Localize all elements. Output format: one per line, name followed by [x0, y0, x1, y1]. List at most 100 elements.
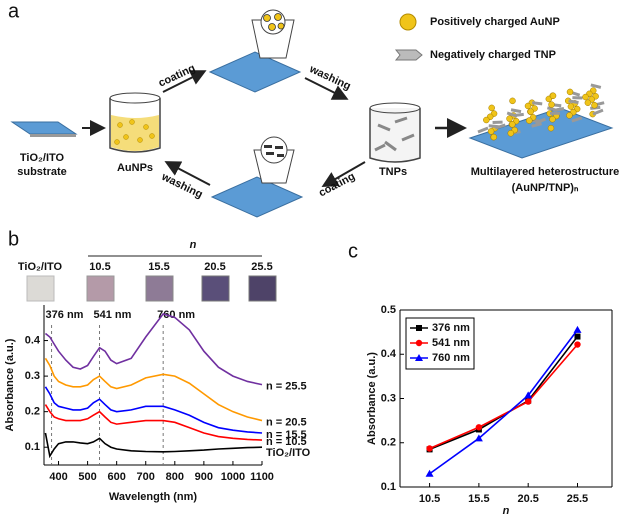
aunp	[483, 117, 489, 123]
y-tick-label: 0.4	[25, 334, 41, 346]
y-tick-label: 0.4	[381, 348, 397, 360]
aunp	[549, 116, 555, 122]
tnp	[478, 128, 488, 132]
panel-a: a TiO₂/ITO substrate AuNPs coating washi…	[8, 0, 619, 217]
substrate-label: TiO₂/ITO	[20, 152, 65, 164]
aunp	[566, 112, 572, 118]
tnp	[554, 109, 564, 111]
aunp	[568, 104, 574, 110]
sample-photo	[202, 276, 229, 301]
magnifier-lens	[261, 137, 287, 163]
aunp	[508, 130, 514, 136]
aunp	[528, 109, 534, 115]
photo-label: 20.5	[204, 261, 225, 273]
liquid	[111, 115, 159, 151]
x-tick-label: 400	[49, 471, 67, 483]
aunp	[582, 94, 588, 100]
photo-label: 10.5	[89, 261, 110, 273]
substrate	[12, 122, 76, 134]
aunp	[491, 134, 497, 140]
legend-label: Positively charged AuNP	[430, 16, 560, 28]
photo-heading: n	[190, 239, 197, 251]
aunp	[509, 121, 515, 127]
aunp	[507, 116, 513, 122]
legend-label: 760 nm	[432, 352, 470, 364]
aunp	[510, 98, 516, 104]
photo-label: 25.5	[251, 261, 272, 273]
y-tick-label: 0.3	[25, 370, 40, 382]
series-label: TiO₂/ITO	[266, 447, 311, 459]
beaker-label: AuNPs	[117, 162, 153, 174]
tnp	[591, 85, 601, 88]
legend-marker	[416, 325, 422, 331]
y-axis-title: Absorbance (a.u.)	[366, 352, 378, 445]
step-label: coating	[317, 170, 357, 199]
point	[525, 398, 531, 404]
aunp	[585, 100, 591, 106]
x-tick-label: 1000	[221, 471, 245, 483]
aunp	[567, 89, 573, 95]
reference-label: 376 nm	[46, 309, 84, 321]
point	[574, 334, 580, 340]
series-label: n = 20.5	[266, 416, 307, 428]
legend-icon	[396, 50, 422, 60]
tnp	[514, 114, 524, 115]
series-label: n = 25.5	[266, 381, 307, 393]
aunp	[489, 105, 495, 111]
x-tick-label: 600	[107, 471, 125, 483]
x-tick-label: 900	[195, 471, 213, 483]
step-label: washing	[159, 170, 205, 201]
sample-photo	[87, 276, 114, 301]
x-tick-label: 500	[78, 471, 96, 483]
aunp	[548, 125, 554, 131]
panel-label: b	[8, 228, 19, 250]
sample-photo	[27, 276, 54, 301]
panel-label: a	[8, 0, 20, 22]
point	[476, 424, 482, 430]
sample-photo	[249, 276, 276, 301]
point	[573, 326, 581, 333]
panel-b-photos: b n TiO₂/ITO 10.5 15.5 20.5 25.5	[8, 228, 276, 301]
y-axis-title: Absorbance (a.u.)	[4, 338, 16, 431]
aunp	[591, 102, 597, 108]
x-tick-label: 700	[137, 471, 155, 483]
beaker-label: TNPs	[379, 166, 407, 178]
substrate-edge	[30, 134, 76, 137]
tnp	[511, 110, 521, 112]
tnp	[569, 101, 579, 103]
aunp	[525, 103, 531, 109]
reference-label: 541 nm	[94, 309, 132, 321]
photo-label: 15.5	[148, 261, 169, 273]
x-tick-label: 15.5	[468, 493, 489, 505]
x-tick-label: 1100	[250, 471, 274, 483]
product-label: (AuNP/TNP)ₙ	[512, 182, 579, 194]
point	[426, 445, 432, 451]
series-line	[45, 314, 262, 385]
substrate-label: substrate	[17, 166, 67, 178]
substrate	[212, 177, 302, 217]
legend-label: 376 nm	[432, 322, 470, 334]
x-tick-label: 800	[166, 471, 184, 483]
y-tick-label: 0.3	[381, 392, 396, 404]
x-tick-label: 25.5	[567, 493, 588, 505]
photo-label: TiO₂/ITO	[18, 261, 63, 273]
x-tick-label: 20.5	[517, 493, 538, 505]
legend-icon	[400, 14, 416, 30]
y-tick-label: 0.2	[381, 437, 396, 449]
step-label: washing	[307, 63, 353, 93]
legend-label: Negatively charged TNP	[430, 49, 556, 61]
x-tick-label: 10.5	[419, 493, 440, 505]
beaker-rim	[110, 93, 160, 103]
tnp	[593, 110, 603, 114]
legend-marker	[416, 340, 422, 346]
series-line	[45, 433, 262, 456]
tnp	[532, 103, 542, 104]
y-tick-label: 0.1	[381, 481, 396, 493]
sample-photo	[146, 276, 173, 301]
y-tick-label: 0.5	[381, 304, 396, 316]
aunp	[526, 118, 532, 124]
y-tick-label: 0.1	[25, 441, 40, 453]
x-axis-title: n	[503, 505, 510, 517]
aunp	[549, 102, 555, 108]
aunp	[550, 93, 556, 99]
